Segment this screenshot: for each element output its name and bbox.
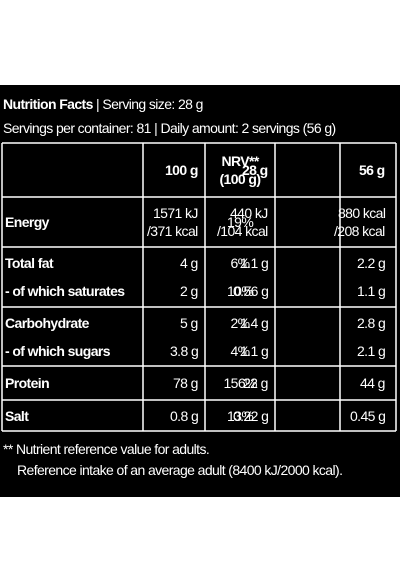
cell: 156% [223, 375, 258, 391]
row-label: - of which saturates [5, 283, 125, 299]
cell: 0.45 g [350, 407, 386, 424]
cell: /104 kcal [217, 223, 268, 239]
cell: 1.1 g [240, 343, 269, 359]
cell: 44 g [360, 375, 385, 391]
column-header: (100 g) [219, 171, 262, 187]
cell: 1.1 g [357, 283, 386, 299]
column-header: 100 g [165, 162, 198, 178]
cell: /371 kcal [147, 223, 198, 239]
cell: 13% [227, 407, 254, 424]
row-label: Carbohydrate [5, 315, 89, 331]
cell: 22 g [243, 375, 268, 391]
footnote: Reference intake of an average adult (84… [17, 462, 343, 478]
footnote: ** Nutrient reference value for adults. [3, 441, 210, 457]
cell: 6% [230, 255, 251, 271]
servings: Servings per container: 81 | Daily amoun… [3, 120, 336, 136]
cell: 0.8 g [170, 407, 199, 424]
cell: 2 g [180, 283, 198, 299]
cell: 4% [230, 343, 251, 359]
cell: 4 g [180, 255, 198, 271]
column-header: 56 g [359, 162, 385, 178]
column-header: 28 g [242, 162, 268, 178]
row-label: Protein [5, 375, 50, 391]
cell: 19% [227, 214, 254, 230]
cell: 0.56 g [233, 283, 269, 299]
cell: 2.2 g [357, 255, 386, 271]
cell: 0.22 g [233, 407, 269, 424]
cell: 3.8 g [170, 343, 199, 359]
cell: 880 kcal [338, 205, 386, 221]
cell: 78 g [173, 375, 198, 391]
cell: 5 g [180, 315, 198, 331]
cell: 1571 kJ [153, 205, 198, 221]
cell: 10% [227, 283, 254, 299]
column-header: NRV** [221, 153, 260, 169]
title: Nutrition Facts [3, 96, 93, 112]
cell: 2.8 g [357, 315, 386, 331]
serving-size: | Serving size: 28 g [96, 96, 203, 112]
cell: 2% [230, 315, 251, 331]
cell: 2.1 g [357, 343, 386, 359]
cell: /208 kcal [334, 223, 385, 239]
panel [0, 85, 400, 497]
row-label: Total fat [5, 255, 54, 271]
row-label: Energy [5, 214, 49, 230]
cell: 1.1 g [240, 255, 269, 271]
row-label: Salt [5, 407, 29, 424]
cell: 1.4 g [240, 315, 269, 331]
cell: 440 kJ [230, 205, 268, 221]
row-label: - of which sugars [5, 343, 111, 359]
